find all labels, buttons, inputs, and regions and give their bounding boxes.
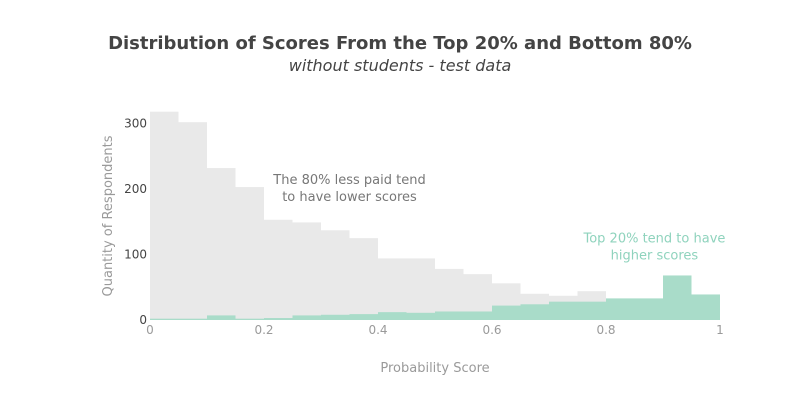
x-tick-label: 0.2 [254, 323, 273, 337]
top-20-bar [292, 315, 321, 320]
y-axis-label: Quantity of Respondents [101, 135, 116, 296]
top-20-bar [378, 312, 407, 320]
y-tick-label: 100 [124, 248, 147, 262]
top-20-bar [435, 311, 464, 320]
top-20-bar [663, 275, 692, 320]
x-tick-label: 0 [146, 323, 154, 337]
top-20-bar [520, 304, 549, 320]
top-20-bar [207, 315, 236, 320]
top-20-bar [691, 294, 720, 320]
bottom-80-series [150, 111, 692, 321]
annotation-text: The 80% less paid tend [272, 173, 425, 188]
bottom-80-bar [207, 168, 236, 320]
top-20-bar [606, 298, 635, 320]
x-axis-ticks: 0 0.2 0.4 0.6 0.8 1 [146, 323, 724, 337]
x-axis-label: Probability Score [380, 361, 489, 376]
top-20-bar [463, 311, 492, 320]
top-20-bar [577, 301, 606, 320]
top-20-bar [321, 314, 350, 320]
top-20-bar [150, 318, 179, 320]
top-20-bar [349, 314, 378, 320]
x-tick-label: 1 [716, 323, 724, 337]
y-tick-label: 200 [124, 182, 147, 196]
bottom-80-bar [292, 222, 321, 320]
y-axis-ticks: 0 100 200 300 [124, 117, 147, 328]
top-20-bar [634, 298, 663, 320]
x-tick-label: 0.6 [482, 323, 501, 337]
x-tick-label: 0.4 [368, 323, 387, 337]
chart-subtitle: without students - test data [288, 56, 512, 75]
top-20-bar [264, 318, 293, 320]
bottom-80-bar [178, 122, 207, 320]
annotation-text: higher scores [611, 249, 699, 264]
bottom-80-bar [378, 258, 407, 320]
top-20-bar [235, 318, 264, 320]
x-tick-label: 0.8 [596, 323, 615, 337]
bottom-80-bar [349, 238, 378, 320]
bottom-80-bar [150, 111, 179, 321]
bottom-80-bar [264, 219, 293, 320]
y-tick-label: 300 [124, 117, 147, 131]
top-20-bar [549, 301, 578, 320]
chart-title: Distribution of Scores From the Top 20% … [108, 33, 692, 54]
annotation-text: Top 20% tend to have [582, 232, 725, 247]
bottom-80-bar [406, 258, 435, 320]
bottom-80-bar [235, 187, 264, 320]
top-20-bar [492, 305, 521, 320]
annotations: The 80% less paid tend to have lower scor… [272, 173, 725, 264]
y-tick-label: 0 [139, 313, 147, 327]
top-20-bar [406, 312, 435, 320]
top-20-bar [178, 318, 207, 320]
top-20-series [150, 275, 720, 320]
bottom-80-bar [321, 230, 350, 320]
annotation-text: to have lower scores [282, 190, 417, 205]
